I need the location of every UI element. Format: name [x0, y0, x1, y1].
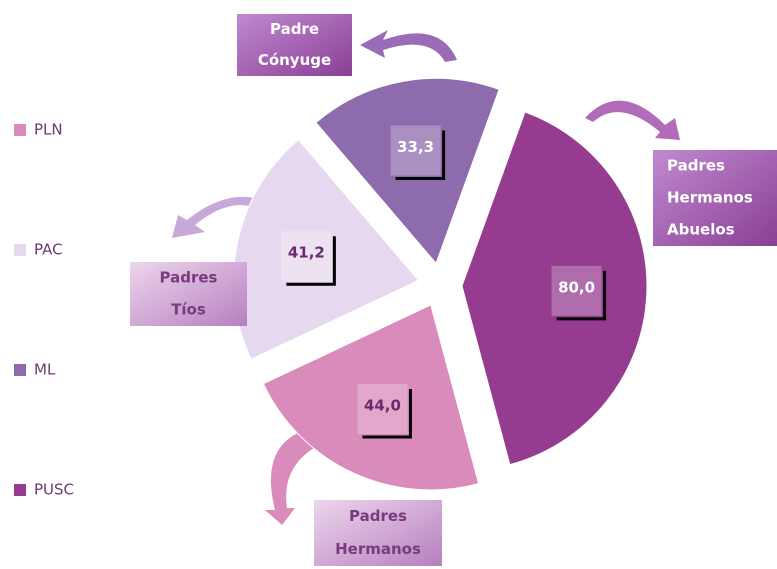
annotation: Padres: [349, 507, 407, 525]
annotation: Cónyuge: [258, 51, 331, 69]
label-box: [551, 265, 602, 316]
annotation: Padre: [270, 20, 319, 38]
arrow: [585, 100, 680, 140]
annotation: Padres: [160, 269, 218, 287]
annotation: Tíos: [171, 301, 206, 319]
annotation-box: [237, 14, 352, 76]
arrow: [360, 30, 457, 62]
legend-label: PUSC: [34, 481, 74, 499]
pie-slice: [315, 77, 500, 265]
annotation: Hermanos: [667, 189, 753, 207]
legend-swatch: [14, 124, 26, 136]
annotation: Abuelos: [667, 221, 735, 239]
label-shadow: [362, 388, 412, 439]
value-label: 41,2: [288, 244, 325, 262]
pie-slice: [461, 111, 648, 466]
value-label: 33,3: [397, 138, 434, 156]
annotation-box: [653, 150, 777, 246]
legend-label: PAC: [34, 241, 63, 259]
pie-slice: [262, 304, 480, 491]
label-shadow: [556, 270, 607, 321]
legend-label: ML: [34, 361, 56, 379]
annotation-box: [130, 262, 247, 326]
label-shadow: [286, 236, 336, 286]
label-box: [357, 383, 408, 434]
arrow: [265, 432, 330, 525]
value-label: 80,0: [558, 278, 595, 296]
legend-swatch: [14, 244, 26, 256]
label-shadow: [395, 130, 446, 180]
label-box: [281, 231, 332, 282]
legend-label: PLN: [34, 121, 63, 139]
value-label: 44,0: [364, 396, 401, 414]
legend-swatch: [14, 484, 26, 496]
annotation-box: [314, 500, 442, 566]
label-box: [390, 125, 441, 176]
annotation: Padres: [667, 157, 725, 175]
legend-swatch: [14, 364, 26, 376]
annotation: Hermanos: [335, 540, 421, 558]
pie-slice: [233, 138, 420, 360]
